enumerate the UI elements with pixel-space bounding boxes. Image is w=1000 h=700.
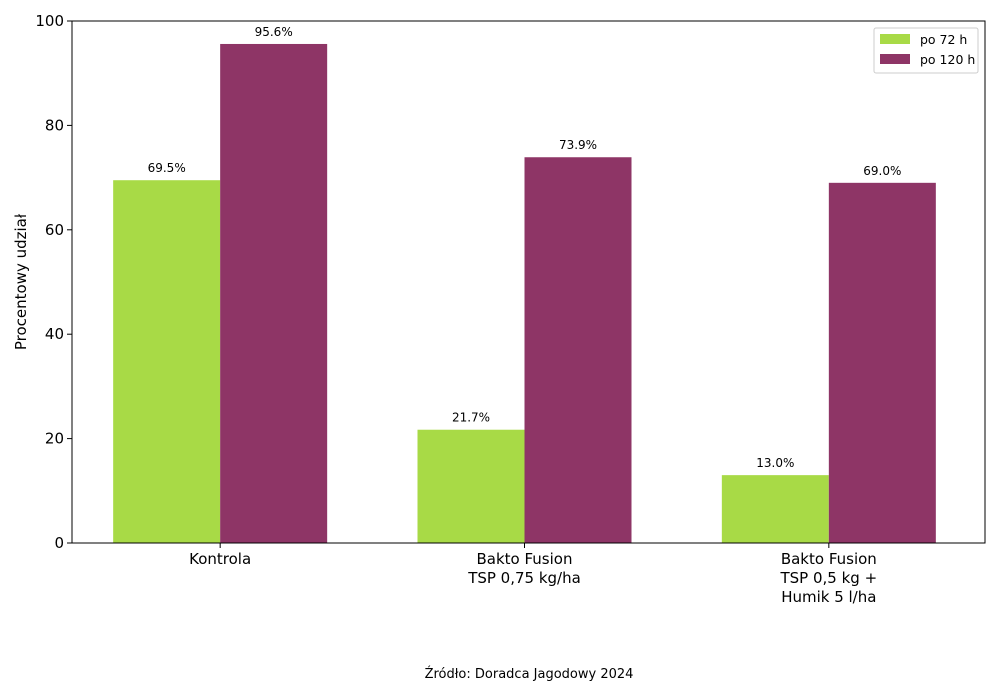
source-note: Źródło: Doradca Jagodowy 2024 (425, 666, 634, 682)
bar-po-72-h (721, 475, 829, 543)
legend-label: po 120 h (920, 52, 975, 67)
data-label: 95.6% (255, 25, 293, 39)
bars (113, 43, 936, 544)
y-tick-label: 100 (35, 12, 64, 30)
data-label: 69.5% (148, 161, 186, 175)
bar-po-120-h (220, 43, 328, 544)
y-axis-label: Procentowy udział (12, 213, 30, 350)
x-category-label: TSP 0,5 kg + (779, 569, 877, 587)
x-category-label: TSP 0,75 kg/ha (467, 569, 581, 587)
x-category-label: Bakto Fusion (781, 550, 877, 568)
data-label: 21.7% (452, 411, 490, 425)
legend: po 72 h po 120 h (873, 27, 979, 74)
bar-po-72-h (113, 180, 221, 543)
legend-swatch (880, 34, 910, 44)
data-label: 69.0% (863, 164, 901, 178)
data-label: 13.0% (756, 456, 794, 470)
y-tick-label: 40 (45, 325, 64, 343)
x-category-label: Bakto Fusion (477, 550, 573, 568)
legend-label: po 72 h (920, 32, 967, 47)
y-tick-label: 80 (45, 116, 64, 134)
y-tick-label: 0 (54, 534, 64, 552)
y-tick-label: 60 (45, 221, 64, 239)
y-axis-ticks: 0 20 40 60 80 100 (35, 12, 72, 552)
y-tick-label: 20 (45, 430, 64, 448)
plot-frame (71, 20, 986, 544)
x-category-label: Kontrola (189, 550, 251, 568)
data-labels: 69.5% 95.6% 21.7% 73.9% 13.0% 69.0% (148, 25, 902, 470)
x-category-label: Humik 5 l/ha (781, 588, 876, 606)
legend-swatch (880, 54, 910, 64)
data-label: 73.9% (559, 138, 597, 152)
bar-po-120-h (524, 157, 632, 543)
bar-po-72-h (417, 429, 525, 543)
bar-po-120-h (828, 182, 936, 543)
